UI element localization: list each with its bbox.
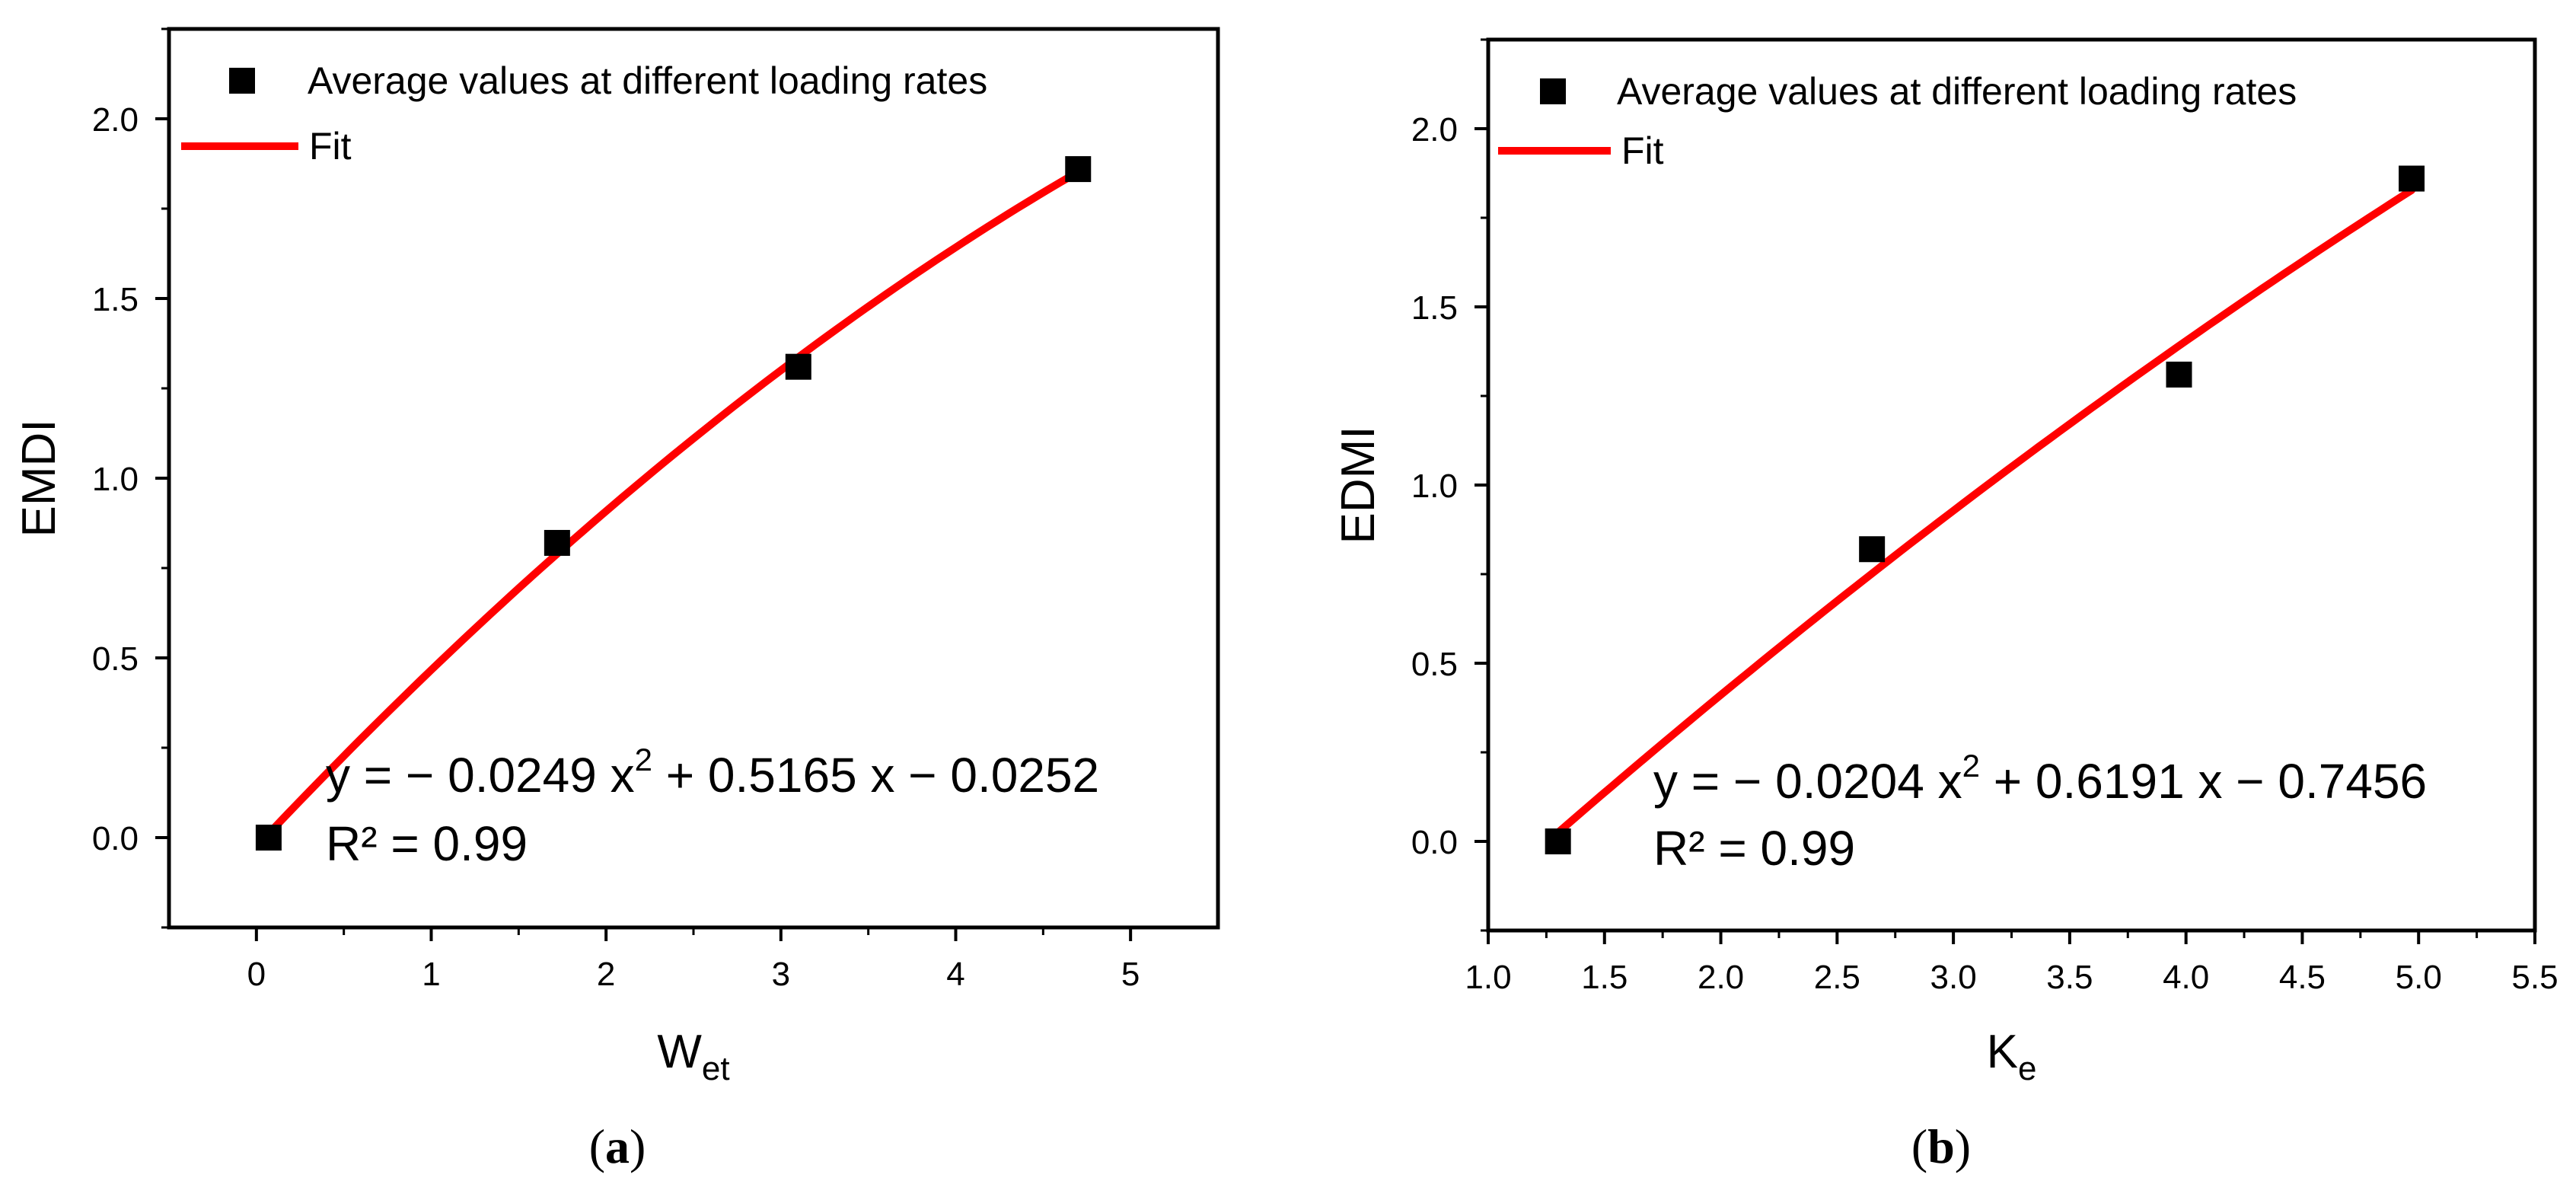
panel-b-x-tick-label: 1.5 [1581, 959, 1628, 996]
panel-b-x-tick-label: 1.0 [1465, 959, 1511, 996]
panel-a-data-point [255, 825, 282, 851]
panel-b-y-tick-label: 0.5 [1411, 646, 1458, 683]
panel-b-legend-label-fit: Fit [1621, 129, 1664, 172]
panel-b-x-tick-label: 5.5 [2511, 959, 2558, 996]
panel-a-x-tick-label: 1 [422, 956, 440, 993]
panel-a-y-tick-label: 0.5 [92, 640, 139, 678]
panel-b-data-point [2399, 165, 2425, 192]
panel-b-data-point [2166, 361, 2192, 388]
panel-b-y-tick-label: 2.0 [1411, 111, 1458, 148]
panel-a-x-tick-label: 0 [247, 956, 266, 993]
panel-a-data-point [544, 529, 570, 556]
panel-a-x-tick-label: 5 [1121, 956, 1140, 993]
panel-b-legend-label-points: Average values at different loading rate… [1617, 70, 2297, 113]
panel-a-r-squared: R² = 0.99 [326, 816, 528, 871]
panel-a-x-tick-label: 4 [946, 956, 964, 993]
panel-b-caption-label: (b) [1911, 1119, 1971, 1173]
panel-b-y-tick-label: 0.0 [1411, 824, 1458, 861]
panel-a-fit-line [264, 168, 1082, 838]
panel-a-legend-label-fit: Fit [309, 125, 352, 168]
panel-a-x-tick-label: 3 [772, 956, 790, 993]
panel-b-y-tick-label: 1.5 [1411, 289, 1458, 327]
panel-b-data-point [1545, 828, 1571, 854]
panel-b-x-tick-label: 4.5 [2279, 959, 2326, 996]
panel-b-x-tick-label: 4.0 [2163, 959, 2209, 996]
panel-a-y-tick-label: 1.5 [92, 281, 139, 318]
panel-b-x-axis-label: Ke [1987, 1026, 2037, 1087]
panel-b-x-tick-label: 5.0 [2396, 959, 2442, 996]
panel-a-y-tick-label: 2.0 [92, 101, 139, 139]
panel-a-legend-label-points: Average values at different loading rate… [308, 59, 987, 102]
chart-panel-a: 0 1 2 3 4 5 0.0 0.5 1.0 1.5 2.0 Wet EMDI Average valu… [13, 27, 1220, 1173]
panel-a-caption-label: (a) [589, 1119, 646, 1173]
panel-a-fit-equation: y = − 0.0249 x2 + 0.5165 x − 0.0252 [326, 742, 1099, 803]
panel-a-y-axis-label: EMDI [13, 420, 65, 538]
panel-b-fit-equation: y = − 0.0204 x2 + 0.6191 x − 0.7456 [1653, 748, 2427, 809]
panel-a-y-tick-label: 0.0 [92, 820, 139, 857]
panel-b-y-axis-label: EDMI [1332, 426, 1385, 544]
panel-a-x-axis-label: Wet [657, 1026, 729, 1087]
panel-b-x-tick-label: 3.5 [2046, 959, 2093, 996]
panel-b-x-tick-label: 3.0 [1930, 959, 1977, 996]
panel-b-x-tick-label: 2.5 [1814, 959, 1860, 996]
panel-a-data-point [1065, 156, 1092, 183]
chart-panel-b: 1.0 1.5 2.0 2.5 3.0 3.5 4.0 4.5 5.0 5.5 0.0 0.5 1.0 1… [1332, 37, 2558, 1173]
panel-a-x-tick-label: 2 [597, 956, 615, 993]
panel-a-legend-marker [229, 68, 255, 94]
panel-a-data-point [785, 353, 811, 380]
panel-b-x-tick-label: 2.0 [1698, 959, 1744, 996]
panel-b-legend-marker [1540, 78, 1566, 104]
panel-b-r-squared: R² = 0.99 [1653, 821, 1855, 876]
panel-b-fit-line [1554, 186, 2416, 837]
panel-a-y-tick-label: 1.0 [92, 461, 139, 498]
panel-b-y-tick-label: 1.0 [1411, 468, 1458, 505]
panel-b-data-point [1859, 536, 1886, 563]
